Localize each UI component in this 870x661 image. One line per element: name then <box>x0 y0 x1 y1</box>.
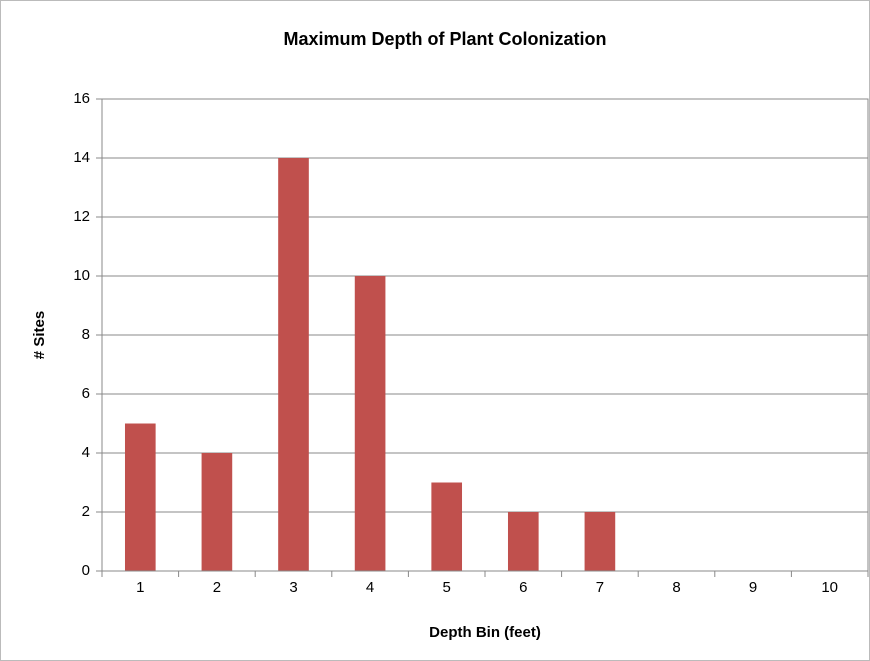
y-tick-label: 6 <box>82 385 90 402</box>
y-tick-label: 0 <box>82 562 90 579</box>
y-tick-label: 4 <box>82 444 90 461</box>
x-tick-label: 3 <box>289 579 297 596</box>
y-axis-title: # Sites <box>31 311 48 359</box>
bar <box>278 158 309 571</box>
y-tick-label: 10 <box>73 267 90 284</box>
x-tick-label: 9 <box>749 579 757 596</box>
x-tick-label: 2 <box>213 579 221 596</box>
bar <box>431 482 463 571</box>
bar <box>201 453 233 571</box>
bar <box>124 423 156 571</box>
x-tick-label: 5 <box>443 579 451 596</box>
y-tick-label: 14 <box>73 149 90 166</box>
x-axis-title: Depth Bin (feet) <box>429 624 541 641</box>
y-tick-label: 8 <box>82 326 90 343</box>
y-tick-label: 12 <box>73 208 90 225</box>
bar <box>507 512 539 571</box>
x-tick-label: 1 <box>136 579 144 596</box>
x-tick-label: 8 <box>672 579 680 596</box>
bar <box>584 512 616 571</box>
chart-title: Maximum Depth of Plant Colonization <box>284 29 607 49</box>
y-tick-label: 16 <box>73 90 90 107</box>
x-tick-label: 10 <box>821 579 838 596</box>
x-tick-label: 4 <box>366 579 374 596</box>
x-tick-label: 6 <box>519 579 527 596</box>
bar <box>354 276 386 571</box>
x-tick-label: 7 <box>596 579 604 596</box>
y-tick-label: 2 <box>82 503 90 520</box>
